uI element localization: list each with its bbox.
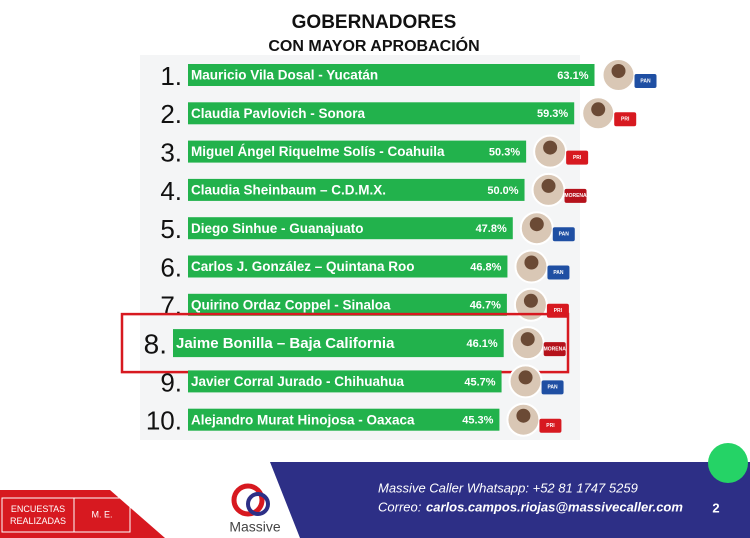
brand: Massive bbox=[229, 519, 281, 535]
rank-label: 2. bbox=[160, 99, 182, 129]
value-label: 46.7% bbox=[470, 300, 501, 312]
party-badge bbox=[547, 265, 570, 280]
bar bbox=[188, 217, 513, 240]
category-label: Quirino Ordaz Coppel - Sinaloa bbox=[191, 297, 391, 312]
party-label: PAN bbox=[553, 270, 564, 276]
rank-label: 5. bbox=[160, 214, 182, 244]
table-header-text: ENCUESTAS REALIZADAS bbox=[9, 504, 67, 526]
rank-label: 6. bbox=[160, 252, 182, 282]
party-badge bbox=[539, 418, 562, 433]
category-label: Claudia Pavlovich - Sonora bbox=[191, 106, 366, 121]
bar bbox=[188, 140, 527, 163]
photo-head bbox=[518, 370, 533, 385]
value-label: 47.8% bbox=[476, 223, 507, 235]
bar bbox=[188, 255, 508, 278]
rank-label: 7. bbox=[160, 291, 182, 321]
whatsapp: Massive Caller Whatsapp: +52 81 1747 525… bbox=[378, 480, 638, 495]
email: carlos.campos.riojas@massivecaller.com bbox=[426, 499, 683, 514]
footer-red bbox=[0, 490, 165, 538]
bar bbox=[188, 408, 500, 431]
value-label: 50.3% bbox=[489, 147, 520, 159]
value-label: 50.0% bbox=[487, 185, 518, 197]
table-header: ENCUESTAS REALIZADAS bbox=[9, 504, 67, 526]
rank-label: 10. bbox=[146, 406, 182, 436]
rank-label: 9. bbox=[160, 367, 182, 397]
bar bbox=[188, 293, 507, 316]
party-label: PAN bbox=[640, 78, 651, 84]
party-label: PRI bbox=[546, 423, 555, 429]
category-label: Mauricio Vila Dosal - Yucatán bbox=[191, 68, 378, 83]
photo-head bbox=[520, 332, 535, 347]
table-cell bbox=[73, 497, 131, 533]
category-label: Carlos J. González – Quintana Roo bbox=[191, 259, 415, 274]
whatsapp-icon bbox=[708, 443, 748, 483]
value-label: 46.1% bbox=[466, 338, 497, 350]
chart-title: GOBERNADORES bbox=[292, 12, 457, 33]
value-label: 59.3% bbox=[537, 108, 568, 120]
party-badge bbox=[614, 112, 637, 127]
bar bbox=[173, 329, 504, 358]
value-label: 45.3% bbox=[462, 415, 493, 427]
photo-head bbox=[541, 178, 556, 193]
email-label: Correo: bbox=[378, 499, 422, 514]
bar bbox=[188, 102, 575, 125]
party-label: PAN bbox=[559, 232, 570, 238]
rank-label: 1. bbox=[160, 61, 182, 91]
party-badge bbox=[564, 188, 587, 203]
rank-label: 4. bbox=[160, 176, 182, 206]
chart-subtitle: CON MAYOR APROBACIÓN bbox=[268, 36, 479, 55]
photo-head bbox=[516, 408, 531, 423]
party-badge bbox=[566, 150, 589, 165]
photo-head bbox=[543, 140, 558, 155]
party-badge bbox=[552, 227, 575, 242]
rank-label: 8. bbox=[144, 328, 167, 359]
value-label: 46.8% bbox=[470, 261, 501, 273]
bar bbox=[188, 370, 502, 393]
photo-head bbox=[591, 102, 606, 117]
photo-head bbox=[523, 293, 538, 308]
footer-band bbox=[270, 462, 750, 538]
category-label: Javier Corral Jurado - Chihuahua bbox=[191, 374, 405, 389]
logo bbox=[231, 483, 265, 517]
party-badge bbox=[634, 74, 657, 88]
category-label: Miguel Ángel Riquelme Solís - Coahuila bbox=[191, 144, 445, 159]
bar bbox=[188, 64, 595, 86]
category-label: Alejandro Murat Hinojosa - Oaxaca bbox=[191, 412, 415, 427]
party-label: PRI bbox=[621, 117, 630, 123]
photo-head bbox=[611, 64, 626, 78]
party-label: PRI bbox=[554, 308, 563, 314]
rank-label: 3. bbox=[160, 137, 182, 167]
category-label: Claudia Sheinbaum – C.D.M.X. bbox=[191, 182, 386, 197]
party-label: PAN bbox=[547, 385, 558, 391]
logo bbox=[246, 492, 270, 516]
bar bbox=[188, 178, 525, 201]
value-label: 45.7% bbox=[464, 376, 495, 388]
party-label: MORENA bbox=[544, 346, 567, 352]
party-label: MORENA bbox=[564, 193, 587, 199]
photo-head bbox=[529, 217, 544, 232]
photo-head bbox=[524, 255, 539, 270]
table-header: M. E. bbox=[91, 509, 112, 519]
category-label: Diego Sinhue - Guanajuato bbox=[191, 221, 364, 236]
page-number: 2 bbox=[712, 500, 719, 515]
category-label: Jaime Bonilla – Baja California bbox=[176, 335, 395, 352]
value-label: 63.1% bbox=[557, 70, 588, 82]
party-badge bbox=[543, 342, 566, 357]
party-badge bbox=[541, 380, 564, 395]
party-label: PRI bbox=[573, 155, 582, 161]
